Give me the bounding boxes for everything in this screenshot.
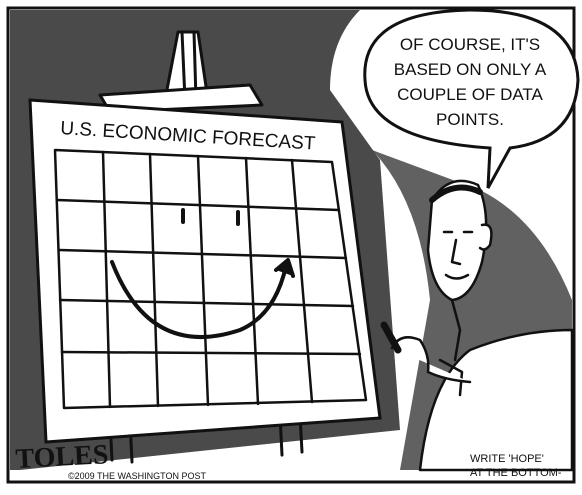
speech-line: COUPLE OF DATA xyxy=(397,85,543,104)
copyright: ©2009 THE WASHINGTON POST xyxy=(68,471,206,481)
speech-line: POINTS. xyxy=(436,110,504,129)
speech-line: BASED ON ONLY A xyxy=(394,60,547,79)
caption-line: AT THE BOTTOM- xyxy=(470,467,562,479)
cartoon: U.S. ECONOMIC FORECAST OF COURSE, IT'S B… xyxy=(0,0,582,490)
caption-line: WRITE 'HOPE' xyxy=(470,453,544,465)
speech-line: OF COURSE, IT'S xyxy=(400,35,540,54)
signature: TOLES xyxy=(15,439,109,475)
